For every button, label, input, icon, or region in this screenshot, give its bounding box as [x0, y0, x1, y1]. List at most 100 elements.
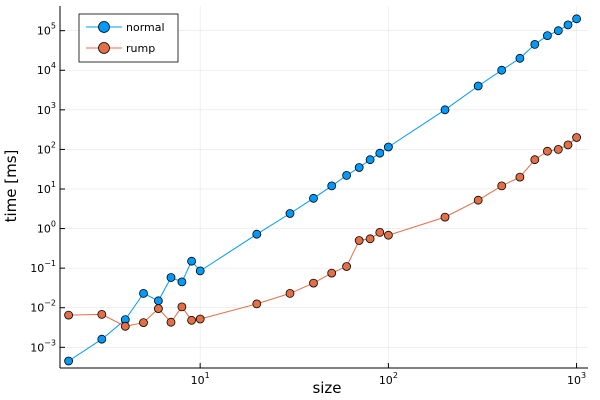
data-point-normal — [252, 229, 262, 239]
data-point-rump — [285, 288, 295, 298]
y-tick-label: 104 — [37, 61, 56, 77]
data-point-normal — [365, 155, 375, 165]
data-point-rump — [177, 302, 187, 312]
data-point-rump — [354, 236, 364, 245]
data-point-rump — [64, 310, 73, 320]
y-tick-label: 103 — [37, 101, 56, 117]
y-tick-base: 10 — [30, 302, 44, 315]
data-point-rump — [440, 212, 450, 222]
legend-label: normal — [126, 21, 165, 34]
y-tick-exponent: 2 — [51, 140, 56, 149]
y-tick-base: 10 — [37, 183, 51, 196]
data-point-rump — [252, 299, 262, 309]
data-point-normal — [64, 356, 73, 366]
data-point-normal — [553, 26, 563, 36]
data-point-normal — [383, 142, 393, 152]
data-point-normal — [187, 256, 197, 266]
y-tick-exponent: −1 — [44, 259, 56, 268]
y-tick-exponent: −3 — [44, 338, 56, 347]
data-point-normal — [375, 148, 385, 158]
y-tick-base: 10 — [37, 104, 51, 117]
data-point-rump — [120, 321, 130, 331]
data-point-normal — [177, 277, 187, 287]
y-tick-exponent: 3 — [51, 101, 56, 110]
y-tick-exponent: 0 — [51, 220, 56, 229]
y-tick-label: 100 — [37, 220, 56, 236]
series-layer — [64, 14, 581, 366]
series-rump — [64, 133, 581, 331]
data-point-normal — [139, 288, 148, 298]
data-point-normal — [473, 81, 483, 91]
data-point-normal — [342, 170, 352, 180]
x-tick-base: 10 — [567, 374, 581, 387]
legend-label: rump — [126, 42, 155, 55]
data-point-normal — [354, 163, 364, 172]
series-normal — [64, 14, 581, 366]
legend: normal rump — [78, 13, 179, 63]
data-point-rump — [572, 133, 581, 142]
x-tick-exponent: 2 — [393, 371, 398, 380]
data-point-normal — [195, 266, 205, 276]
x-tick-base: 10 — [191, 374, 205, 387]
x-axis-label: size — [312, 379, 341, 397]
data-point-normal — [543, 31, 552, 40]
x-tick-base: 10 — [379, 374, 393, 387]
data-point-normal — [530, 40, 540, 49]
data-point-rump — [563, 140, 573, 150]
x-ticks: 101 102 103 — [191, 363, 586, 387]
data-point-normal — [440, 105, 450, 115]
legend-marker — [98, 21, 110, 33]
data-point-rump — [153, 304, 163, 314]
data-point-rump — [365, 234, 375, 244]
y-tick-exponent: 5 — [51, 22, 56, 31]
y-axis-label: time [ms] — [2, 150, 20, 223]
data-point-rump — [166, 317, 176, 327]
y-tick-label: 10−3 — [30, 338, 56, 354]
data-point-rump — [530, 155, 540, 165]
data-point-rump — [139, 318, 148, 328]
data-point-rump — [327, 268, 337, 278]
data-point-rump — [342, 262, 352, 271]
data-point-rump — [543, 146, 552, 156]
data-point-rump — [497, 181, 507, 191]
data-point-rump — [187, 315, 197, 325]
data-point-normal — [515, 53, 525, 63]
y-tick-base: 10 — [37, 25, 51, 38]
legend-box — [78, 13, 179, 63]
y-tick-base: 10 — [30, 341, 44, 354]
y-tick-label: 105 — [37, 22, 56, 38]
y-tick-label: 10−2 — [30, 299, 56, 315]
data-point-normal — [97, 334, 107, 344]
legend-marker — [98, 42, 110, 54]
data-point-normal — [497, 65, 507, 75]
y-tick-base: 10 — [37, 223, 51, 236]
y-tick-exponent: 4 — [51, 61, 56, 70]
data-point-rump — [553, 144, 563, 154]
y-tick-exponent: −2 — [44, 299, 56, 308]
data-point-normal — [563, 20, 573, 30]
data-point-rump — [383, 230, 393, 240]
x-tick-label: 101 — [191, 371, 210, 387]
data-point-normal — [153, 296, 163, 306]
y-tick-label: 101 — [37, 180, 56, 196]
data-point-rump — [195, 314, 205, 324]
x-tick-label: 102 — [379, 371, 398, 387]
data-point-normal — [166, 273, 176, 282]
data-point-rump — [473, 195, 483, 205]
x-tick-label: 103 — [567, 371, 586, 387]
y-tick-exponent: 1 — [51, 180, 56, 189]
data-point-normal — [309, 193, 318, 203]
y-tick-base: 10 — [37, 64, 51, 77]
data-point-rump — [375, 227, 385, 237]
data-point-normal — [285, 209, 295, 218]
y-tick-base: 10 — [30, 262, 44, 275]
x-tick-exponent: 3 — [581, 371, 586, 380]
data-point-normal — [572, 14, 581, 24]
x-tick-exponent: 1 — [205, 371, 210, 380]
y-tick-label: 102 — [37, 140, 56, 156]
y-tick-label: 10−1 — [30, 259, 56, 275]
data-point-rump — [515, 172, 525, 182]
y-tick-base: 10 — [37, 143, 51, 156]
